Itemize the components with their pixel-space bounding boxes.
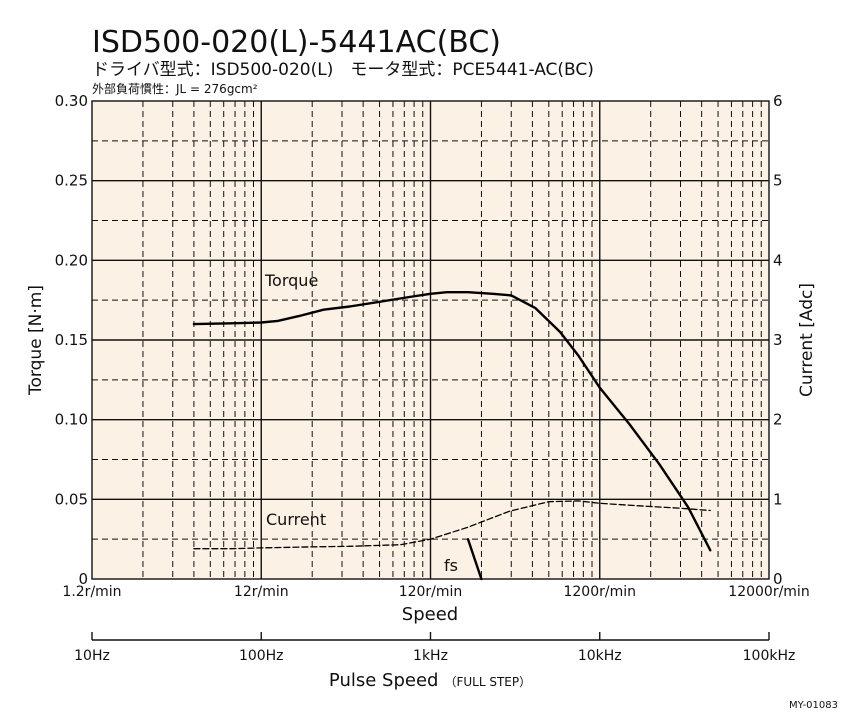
pulse-tick-label: 100Hz: [239, 648, 284, 664]
right-tick-label: 4: [773, 251, 783, 269]
left-tick-label: 0.05: [55, 490, 88, 508]
series-label-fs: fs: [444, 556, 458, 575]
x-tick-label: 12000r/min: [728, 584, 809, 600]
left-tick-label: 0.25: [55, 172, 88, 190]
left-axis-ticks: 0 0.05 0.10 0.15 0.20 0.25 0.30: [55, 92, 88, 588]
left-tick-label: 0.15: [55, 331, 88, 349]
pulse-axis-label: Pulse Speed: [329, 670, 439, 691]
right-tick-label: 5: [773, 172, 783, 190]
right-tick-label: 0: [773, 570, 783, 588]
chart-title: ISD500-020(L)-5441AC(BC): [92, 25, 501, 60]
right-tick-label: 1: [773, 490, 783, 508]
right-tick-label: 2: [773, 411, 783, 429]
series-labels: Torque Current fs: [264, 271, 458, 575]
x-tick-label: 1.2r/min: [62, 584, 121, 600]
pulse-tick-label: 100kHz: [743, 648, 796, 664]
x-tick-label: 12r/min: [234, 584, 289, 600]
left-tick-label: 0.10: [55, 411, 88, 429]
series-line-current: [193, 500, 711, 550]
series-line-fs: [466, 538, 483, 581]
series-label-torque: Torque: [264, 271, 318, 290]
x-tick-label: 1200r/min: [563, 584, 636, 600]
left-tick-label: 0.20: [55, 251, 88, 269]
right-tick-label: 3: [773, 331, 783, 349]
load-inertia-note: 外部負荷慣性：JL = 276gcm²: [92, 81, 258, 96]
pulse-tick-label: 10Hz: [74, 648, 110, 664]
x-axis-ticks: 1.2r/min 12r/min 120r/min 1200r/min 12000r/m…: [62, 584, 809, 600]
series-line-torque: [192, 291, 712, 552]
pulse-tick-label: 10kHz: [578, 648, 622, 664]
pulse-speed-axis: 10Hz 100Hz 1kHz 10kHz 100kHz: [74, 632, 795, 664]
right-tick-label: 6: [773, 92, 783, 110]
x-axis-title: Speed: [402, 604, 458, 625]
left-axis-title: Torque [N·m]: [26, 285, 46, 396]
right-axis-ticks: 0 1 2 3 4 5 6: [773, 92, 783, 588]
right-axis-title: Current [Adc]: [797, 283, 817, 397]
series-layer: [192, 291, 712, 581]
pulse-axis-note: （FULL STEP）: [444, 675, 531, 689]
left-tick-label: 0.30: [55, 92, 88, 110]
chart-subtitle: ドライバ型式：ISD500-020(L) モータ型式：PCE5441-AC(BC…: [92, 60, 594, 80]
pulse-axis-title: Pulse Speed （FULL STEP）: [329, 670, 531, 691]
figure-code: MY-01083: [789, 700, 838, 711]
pulse-tick-label: 1kHz: [413, 648, 448, 664]
left-tick-label: 0: [78, 570, 88, 588]
series-label-current: Current: [266, 510, 326, 529]
x-tick-label: 120r/min: [399, 584, 463, 600]
